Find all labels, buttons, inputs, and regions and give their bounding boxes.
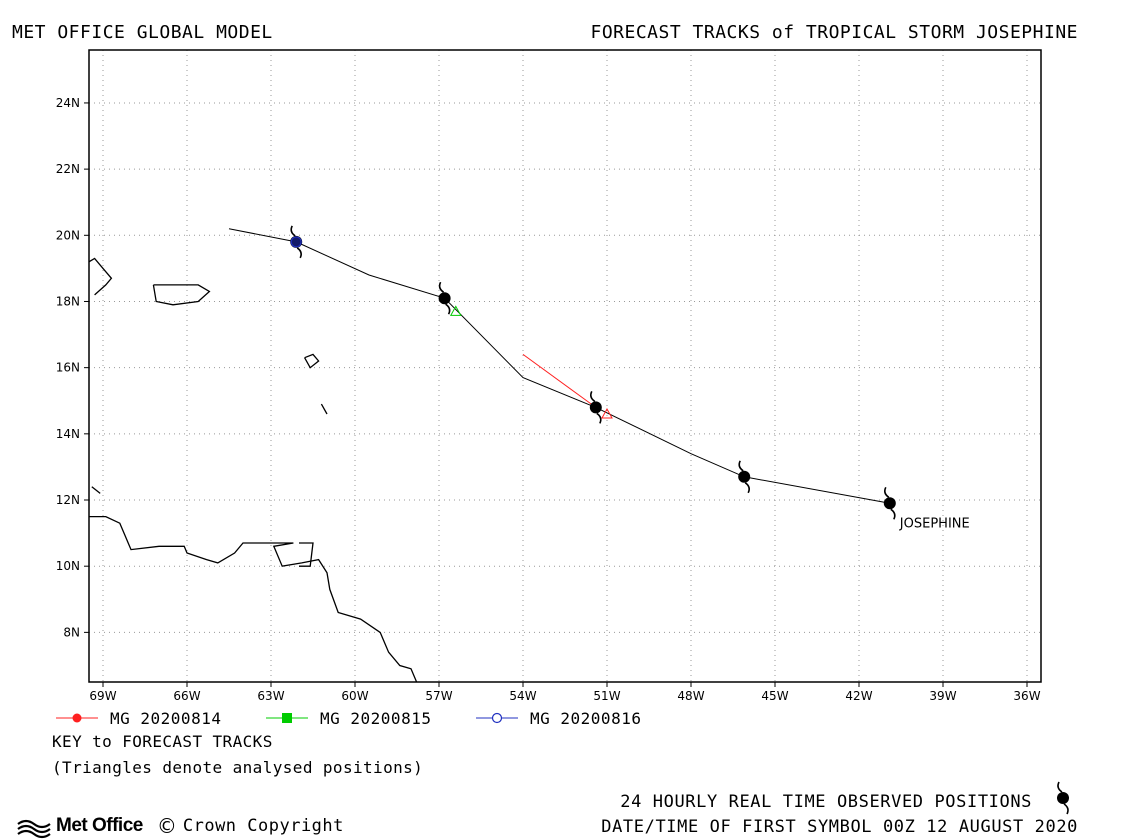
- x-tick-label: 57W: [425, 689, 452, 703]
- y-axis-ticks: 8N 10N 12N 14N 16N 18N 20N 22N 24N: [56, 96, 89, 639]
- coastline: [91, 486, 101, 494]
- coastline: [152, 284, 211, 306]
- x-tick-label: 51W: [593, 689, 620, 703]
- plot-frame: [88, 49, 1042, 683]
- x-tick-label: 66W: [173, 689, 200, 703]
- x-tick-label: 60W: [341, 689, 368, 703]
- analysed-position-circle: [290, 236, 302, 248]
- x-axis-ticks: 69W 66W 63W 60W 57W 54W 51W 48W 45W 42W 39W 36W: [89, 682, 1041, 703]
- copyright-icon: ©: [156, 814, 177, 838]
- key-title: KEY to FORECAST TRACKS: [52, 732, 273, 751]
- storm-symbol-arm: [290, 225, 296, 237]
- storm-symbol-arm: [445, 303, 451, 315]
- storm-symbol-core: [589, 401, 602, 414]
- tracks: [228, 228, 890, 504]
- storm-symbol-arm: [438, 281, 445, 293]
- legend-marker-red-circle: [72, 713, 82, 723]
- storm-symbol-arm: [296, 247, 302, 259]
- legend-label: MG 20200814: [110, 709, 221, 728]
- coastline: [89, 257, 113, 296]
- legend-marker-blue-open-circle: [491, 712, 503, 724]
- x-tick-label: 48W: [677, 689, 704, 703]
- coastline: [299, 542, 314, 567]
- storm-symbol-arm: [884, 486, 890, 498]
- storm-markers: [290, 225, 896, 520]
- observed-position-key-icon: [1057, 781, 1069, 815]
- storm-symbol-arm: [890, 508, 896, 520]
- met-office-logo-icon: [17, 819, 51, 839]
- x-tick-label: 36W: [1013, 689, 1040, 703]
- observed-positions-note: 24 HOURLY REAL TIME OBSERVED POSITIONS: [620, 792, 1032, 812]
- storm-symbol-arm: [738, 460, 744, 472]
- x-tick-label: 69W: [89, 689, 116, 703]
- analysed-position-triangle: [601, 407, 613, 419]
- legend: MG 20200814 MG 20200815 MG 20200816: [56, 709, 641, 728]
- forecast-track-line: [522, 353, 597, 408]
- storm-symbol-icon: [589, 391, 602, 424]
- y-tick-label: 8N: [63, 625, 80, 639]
- model-title: MET OFFICE GLOBAL MODEL: [12, 22, 273, 43]
- y-tick-label: 22N: [56, 162, 80, 176]
- x-tick-label: 63W: [257, 689, 284, 703]
- chart-title: FORECAST TRACKS of TROPICAL STORM JOSEPH…: [590, 22, 1078, 43]
- storm-symbol-icon: [738, 460, 751, 494]
- observed-track-line: [228, 228, 890, 504]
- y-tick-label: 20N: [56, 228, 80, 242]
- storm-symbol-icon: [883, 486, 896, 520]
- y-tick-label: 10N: [56, 559, 80, 573]
- legend-label: MG 20200815: [320, 709, 431, 728]
- legend-label: MG 20200816: [530, 709, 641, 728]
- storm-symbol-core: [438, 292, 451, 305]
- y-tick-label: 18N: [56, 294, 80, 308]
- storm-symbol-arm: [590, 391, 596, 403]
- storm-symbol-icon: [438, 281, 451, 315]
- storm-symbol-core: [738, 470, 751, 483]
- x-tick-label: 39W: [929, 689, 956, 703]
- legend-item-mg-20200816: MG 20200816: [476, 709, 641, 728]
- y-tick-label: 14N: [56, 427, 80, 441]
- coastline: [304, 353, 320, 369]
- coastline: [320, 403, 328, 415]
- legend-item-mg-20200814: MG 20200814: [56, 709, 221, 728]
- legend-marker-green-square: [282, 713, 292, 723]
- y-tick-label: 12N: [56, 493, 80, 507]
- x-tick-label: 42W: [845, 689, 872, 703]
- storm-symbol-core: [883, 497, 896, 510]
- first-symbol-datetime: DATE/TIME OF FIRST SYMBOL 00Z 12 AUGUST …: [601, 817, 1078, 837]
- storm-label: JOSEPHINE: [899, 516, 970, 531]
- analysed-position-triangle: [449, 305, 462, 316]
- x-tick-label: 54W: [509, 689, 536, 703]
- grid: [89, 50, 1041, 682]
- y-tick-label: 16N: [56, 361, 80, 375]
- copyright-text: Crown Copyright: [182, 816, 344, 836]
- y-tick-label: 24N: [56, 96, 80, 110]
- met-office-logo: Met Office: [56, 815, 143, 836]
- x-tick-label: 45W: [761, 689, 788, 703]
- legend-item-mg-20200815: MG 20200815: [266, 709, 431, 728]
- key-note: (Triangles denote analysed positions): [52, 758, 424, 777]
- coastlines: [89, 257, 418, 682]
- storm-symbol-arm: [744, 482, 750, 494]
- storm-symbol-arm: [596, 412, 602, 424]
- coastline: [89, 515, 418, 682]
- brand: Met Office © Crown Copyright: [18, 814, 344, 838]
